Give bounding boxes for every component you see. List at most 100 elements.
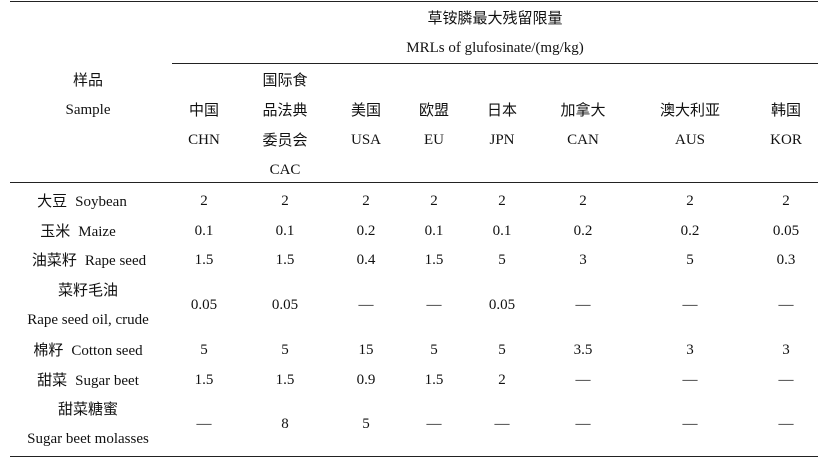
column-header-cn: 美国 <box>350 101 382 119</box>
table-cell: — <box>426 297 442 313</box>
table-cell: 0.05 <box>271 297 299 313</box>
table-cell: — <box>494 416 510 432</box>
row-label-cn: 玉米 <box>40 222 71 240</box>
table-cell: 0.1 <box>424 223 444 239</box>
column-header-en: CAN <box>567 132 599 148</box>
row-label: 大豆 Soybean <box>37 191 127 212</box>
row-label-cn: 棉籽 <box>33 341 64 359</box>
table-cell: 1.5 <box>424 252 444 268</box>
column-header-en: AUS <box>674 132 706 148</box>
table-cell: 2 <box>200 193 208 209</box>
table-cell: 1.5 <box>194 372 214 388</box>
table-cell: 5 <box>281 342 289 358</box>
row-label-en: Soybean <box>75 194 127 210</box>
table-cell: 0.05 <box>190 297 218 313</box>
table-cell: 0.2 <box>680 223 700 239</box>
row-label: 甜菜 Sugar beet <box>37 370 139 391</box>
table-cell: — <box>575 416 591 432</box>
row-label: 油菜籽 Rape seed <box>32 250 146 271</box>
table-cell: 3.5 <box>573 342 593 358</box>
table-cell: 0.2 <box>356 223 376 239</box>
row-label-en: Cotton seed <box>71 343 143 359</box>
sample-header-cn: 样品 <box>72 71 104 89</box>
table-cell: 2 <box>430 193 438 209</box>
row-label-cn: 甜菜 <box>37 371 68 389</box>
row-label-en: Sugar beet molasses <box>27 431 149 447</box>
table-cell: 2 <box>579 193 587 209</box>
row-label-en: Rape seed <box>84 253 147 269</box>
table-cell: 1.5 <box>275 372 295 388</box>
table-cell: 5 <box>362 416 370 432</box>
table-cell: 2 <box>362 193 370 209</box>
column-header-cn: 国际食 <box>262 71 308 89</box>
table-cell: 0.9 <box>356 372 376 388</box>
column-header-en: CHN <box>188 132 220 148</box>
sample-header-en: Sample <box>65 102 111 118</box>
table-cell: — <box>778 416 794 432</box>
column-header-en: USA <box>350 132 382 148</box>
header-sub-rule <box>172 63 818 64</box>
table-bottom-rule <box>10 456 818 457</box>
column-header-cn: 欧盟 <box>418 101 450 119</box>
table-cell: — <box>682 297 698 313</box>
row-label-en: Maize <box>78 224 116 240</box>
table-cell: — <box>778 297 794 313</box>
row-label: 玉米 Maize <box>40 221 116 242</box>
column-header-cn: 澳大利亚 <box>659 101 721 119</box>
group-title-en: MRLs of glufosinate/(mg/kg) <box>406 40 584 56</box>
table-cell: 1.5 <box>194 252 214 268</box>
table-cell: 0.05 <box>488 297 516 313</box>
table-cell: 3 <box>686 342 694 358</box>
table-cell: 0.4 <box>356 252 376 268</box>
table-cell: 0.05 <box>772 223 800 239</box>
table-cell: 0.3 <box>776 252 796 268</box>
table-cell: 5 <box>686 252 694 268</box>
table-cell: — <box>426 416 442 432</box>
column-header-cn: 韩国 <box>770 101 802 119</box>
table-cell: 15 <box>358 342 374 358</box>
table-cell: 0.1 <box>492 223 512 239</box>
table-cell: 2 <box>281 193 289 209</box>
row-label-en: Sugar beet <box>75 373 139 389</box>
table-cell: — <box>575 372 591 388</box>
table-cell: 5 <box>498 342 506 358</box>
column-header-cn: 日本 <box>486 101 518 119</box>
table-cell: 2 <box>498 193 506 209</box>
row-label: 棉籽 Cotton seed <box>33 340 142 361</box>
table-cell: 2 <box>498 372 506 388</box>
table-cell: — <box>682 372 698 388</box>
table-cell: 2 <box>686 193 694 209</box>
column-header-en: CAC <box>269 162 301 178</box>
table-cell: 5 <box>200 342 208 358</box>
column-header-cn-line3: 委员会 <box>262 131 308 149</box>
row-label-cn: 油菜籽 <box>31 251 77 269</box>
column-header-en: JPN <box>489 132 515 148</box>
table-cell: 2 <box>782 193 790 209</box>
column-header-en: EU <box>424 132 444 148</box>
table-cell: 0.1 <box>194 223 214 239</box>
row-label-cn: 甜菜糖蜜 <box>57 400 119 418</box>
row-label-cn: 大豆 <box>37 192 68 210</box>
table-cell: 5 <box>498 252 506 268</box>
column-header-cn: 中国 <box>188 101 220 119</box>
column-header-cn-line2: 品法典 <box>262 101 308 119</box>
group-title-cn: 草铵膦最大残留限量 <box>427 9 563 27</box>
table-cell: — <box>358 297 374 313</box>
row-label-en: Rape seed oil, crude <box>27 312 149 328</box>
table-cell: 8 <box>281 416 289 432</box>
table-cell: 0.1 <box>275 223 295 239</box>
table-cell: — <box>682 416 698 432</box>
header-bottom-rule <box>10 182 818 183</box>
column-header-en: KOR <box>770 132 802 148</box>
table-cell: 1.5 <box>275 252 295 268</box>
table-cell: — <box>778 372 794 388</box>
table-cell: 5 <box>430 342 438 358</box>
table-top-rule <box>10 1 818 2</box>
table-cell: 3 <box>782 342 790 358</box>
table-cell: 3 <box>579 252 587 268</box>
row-label-cn: 菜籽毛油 <box>57 281 119 299</box>
table-cell: 1.5 <box>424 372 444 388</box>
column-header-cn: 加拿大 <box>560 101 606 119</box>
table-cell: — <box>196 416 212 432</box>
table-cell: 0.2 <box>573 223 593 239</box>
